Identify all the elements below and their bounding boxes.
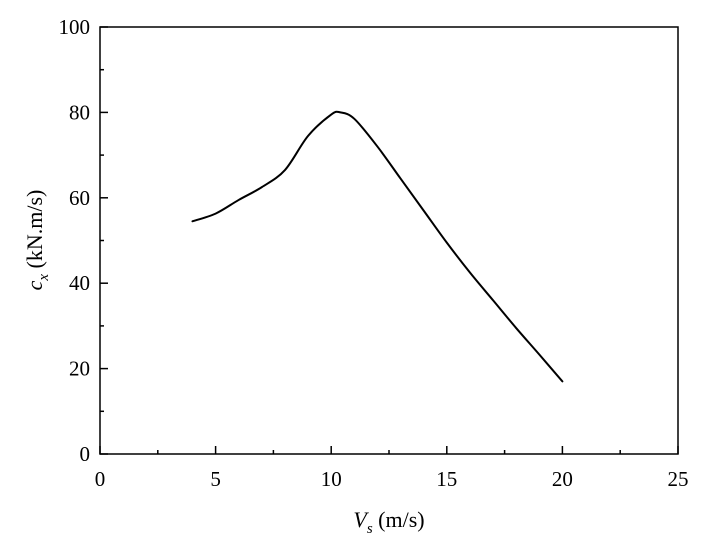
x-tick-label: 5 bbox=[210, 467, 221, 491]
y-axis-symbol: c bbox=[22, 280, 47, 290]
x-tick-label: 20 bbox=[552, 467, 573, 491]
x-tick-label: 25 bbox=[668, 467, 689, 491]
tick-labels: 0 5 10 15 20 25 0 20 40 60 80 100 bbox=[59, 15, 689, 491]
y-axis-label: cx (kN.m/s) bbox=[22, 190, 52, 291]
x-tick-label: 0 bbox=[95, 467, 106, 491]
x-axis-unit: (m/s) bbox=[373, 507, 425, 532]
y-tick-label: 60 bbox=[69, 186, 90, 210]
y-tick-label: 0 bbox=[80, 442, 91, 466]
plot-frame bbox=[99, 26, 679, 455]
y-axis-subscript: x bbox=[36, 274, 52, 282]
y-tick-label: 80 bbox=[69, 100, 90, 124]
x-axis-symbol: V bbox=[353, 507, 369, 532]
y-tick-label: 20 bbox=[69, 357, 90, 381]
y-tick-label: 40 bbox=[69, 271, 90, 295]
x-axis-subscript: s bbox=[367, 521, 373, 537]
y-axis-unit: (kN.m/s) bbox=[22, 190, 47, 274]
series-line bbox=[191, 110, 564, 383]
axis-ticks bbox=[99, 26, 679, 455]
y-tick-label: 100 bbox=[59, 15, 91, 39]
x-tick-label: 10 bbox=[321, 467, 342, 491]
x-axis-label: Vs (m/s) bbox=[353, 507, 424, 537]
x-tick-label: 15 bbox=[436, 467, 457, 491]
